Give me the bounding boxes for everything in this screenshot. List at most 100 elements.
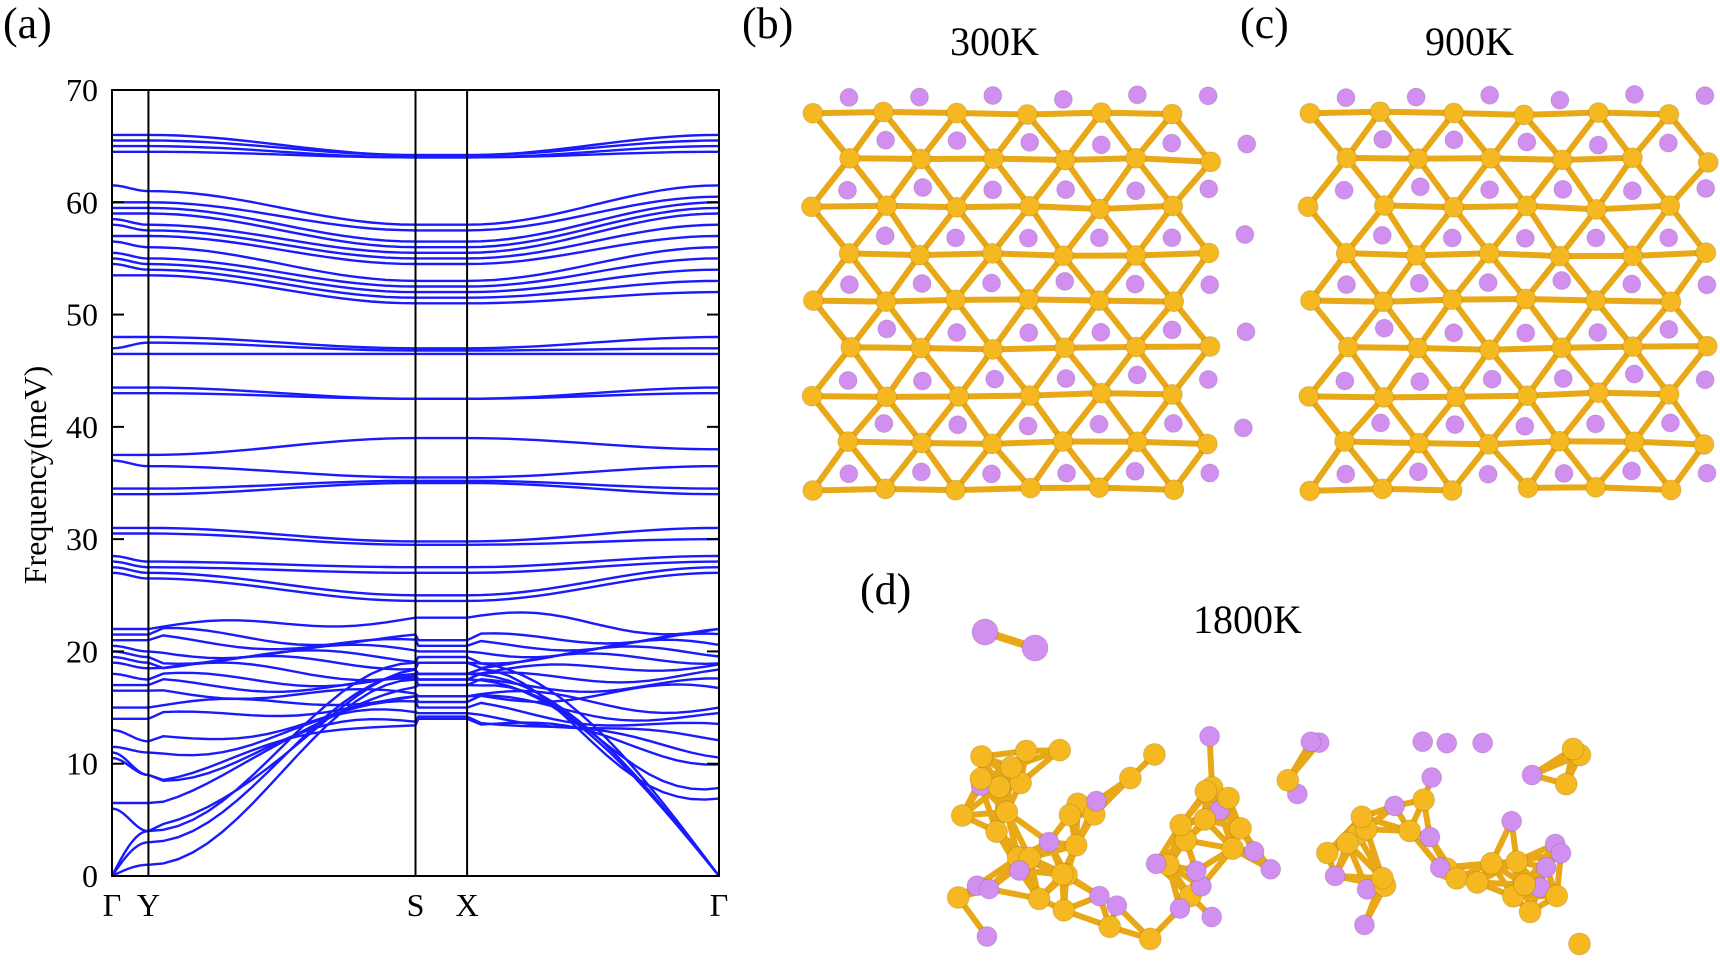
bond — [1345, 344, 1421, 351]
atom-violet — [1236, 322, 1256, 342]
atom-gold — [1048, 738, 1072, 762]
atom-gold — [1373, 386, 1395, 408]
high-symmetry-lines — [147, 90, 469, 876]
atom-gold — [1058, 803, 1082, 827]
atom-violet — [1008, 860, 1030, 882]
y-tick-label: 50 — [66, 297, 98, 333]
bond — [1559, 156, 1600, 213]
atom-gold — [910, 148, 932, 170]
atom-gold — [1371, 478, 1393, 500]
bond — [1556, 389, 1602, 445]
bond — [1305, 393, 1387, 401]
bond — [1306, 438, 1348, 494]
atom-gold — [1517, 477, 1539, 499]
atom-gold — [1118, 766, 1142, 790]
atom-violet — [1199, 179, 1219, 199]
atom-violet — [876, 130, 896, 150]
atom-gold — [1443, 102, 1465, 124]
atom-violet — [1162, 228, 1182, 248]
atom-violet — [1586, 414, 1606, 434]
atom-violet — [1336, 88, 1356, 108]
bond — [989, 203, 1033, 257]
bond — [809, 485, 889, 494]
bond — [989, 296, 1032, 353]
atom-violet — [1126, 181, 1146, 201]
atom-gold — [1479, 339, 1501, 361]
bond — [955, 392, 1033, 400]
bond — [953, 203, 1033, 211]
bond — [917, 155, 960, 211]
atom-violet — [1697, 463, 1717, 483]
atom-violet — [1334, 180, 1354, 200]
bond — [1631, 438, 1675, 493]
atom-gold — [1297, 196, 1319, 218]
atom-gold — [1369, 101, 1391, 123]
atom-violet — [1586, 228, 1606, 248]
atom-violet — [1445, 415, 1465, 435]
atom-gold — [1513, 104, 1535, 126]
atom-gold — [1014, 739, 1038, 763]
atom-gold — [1516, 195, 1538, 217]
atom-gold — [1480, 851, 1504, 875]
structure-300k — [800, 85, 1257, 501]
bond — [1486, 250, 1563, 260]
atom-gold — [1020, 477, 1042, 499]
atom-violet — [947, 131, 967, 151]
bond — [1485, 438, 1563, 448]
bond — [1096, 155, 1139, 212]
atoms — [946, 618, 1592, 956]
bond — [1523, 202, 1563, 260]
bond — [989, 250, 1067, 259]
bond — [1413, 250, 1493, 259]
atom-violet — [1324, 865, 1346, 887]
bond — [809, 344, 854, 400]
bond — [1666, 343, 1711, 398]
atom-gold — [839, 147, 861, 169]
bond — [1026, 390, 1105, 399]
atom-violet — [1480, 85, 1500, 105]
atom-violet — [1412, 731, 1434, 753]
bonds — [955, 628, 1583, 942]
atom-gold — [981, 433, 1003, 455]
bond — [1132, 249, 1212, 259]
atom-violet — [1089, 414, 1109, 434]
x-tick-label: Y — [137, 887, 160, 923]
atom-gold — [946, 885, 970, 909]
atom-violet — [985, 369, 1005, 389]
plot-frame — [111, 89, 720, 877]
atom-gold — [1561, 737, 1585, 761]
bond — [1379, 485, 1456, 494]
atom-gold — [1335, 242, 1357, 264]
bond — [1592, 297, 1674, 305]
bond — [1523, 202, 1600, 213]
x-tick-label: X — [456, 887, 479, 923]
atom-violet — [1201, 906, 1223, 928]
atom-gold — [802, 479, 824, 501]
atom-gold — [1163, 479, 1185, 501]
atom-gold — [1088, 290, 1110, 312]
atom-violet — [912, 274, 932, 294]
atom-violet — [1409, 273, 1429, 293]
atom-gold — [1142, 742, 1166, 766]
atom-violet — [1125, 461, 1145, 481]
atom-gold — [1126, 431, 1148, 453]
atom-violet — [982, 273, 1002, 293]
atom-gold — [1276, 768, 1300, 792]
bond — [1098, 390, 1176, 398]
bond — [1169, 391, 1211, 447]
bond — [1629, 343, 1711, 350]
bond — [846, 155, 890, 209]
atom-violet — [1198, 370, 1218, 390]
atom-gold — [1412, 788, 1436, 812]
bond — [989, 438, 1067, 447]
atom-gold — [1027, 887, 1051, 911]
atom-violet — [1658, 133, 1678, 153]
atom-gold — [1545, 884, 1569, 908]
atom-gold — [1658, 383, 1680, 405]
atom-violet — [1372, 225, 1392, 245]
atom-violet — [1085, 790, 1107, 812]
temperature-900k: 900K — [1425, 19, 1514, 64]
bond — [810, 297, 890, 305]
atom-gold — [1658, 103, 1680, 125]
